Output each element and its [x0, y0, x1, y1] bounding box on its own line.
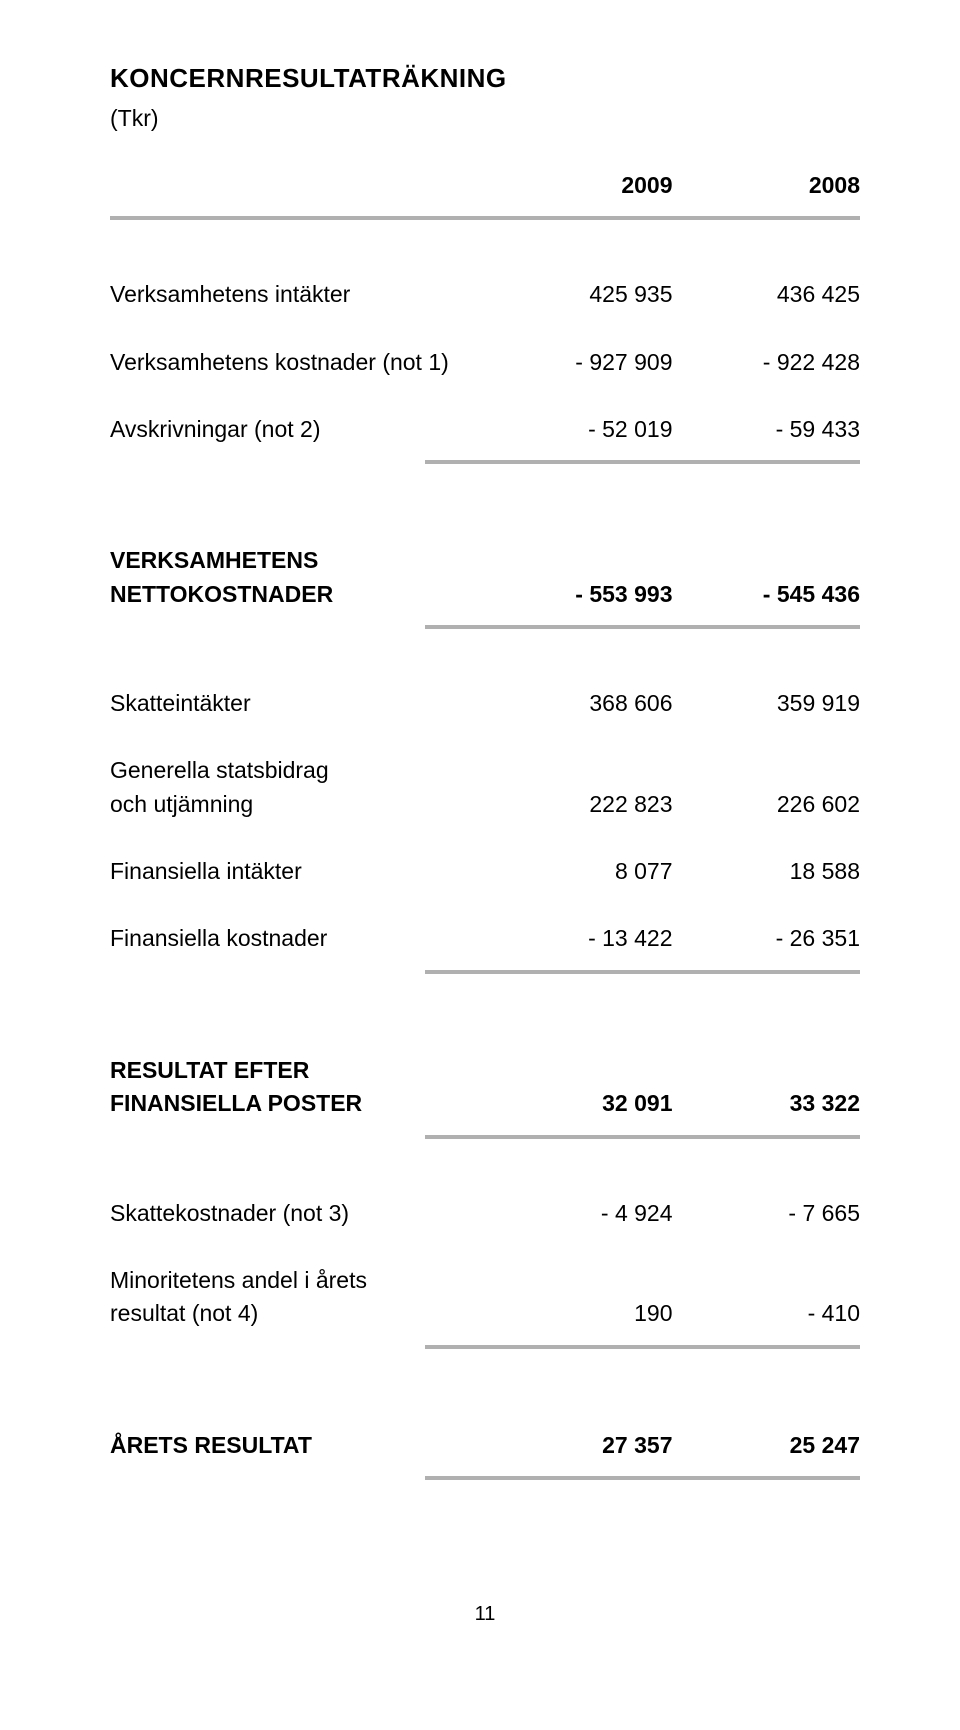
row-skattekost: Skattekostnader (not 3) - 4 924 - 7 665 — [110, 1197, 860, 1230]
row-finint: Finansiella intäkter 8 077 18 588 — [110, 855, 860, 888]
val-1: - 553 993 — [485, 578, 673, 611]
row-finkost: Finansiella kostnader - 13 422 - 26 351 — [110, 922, 860, 955]
year-1: 2009 — [485, 169, 673, 202]
label: VERKSAMHETENS — [110, 544, 485, 577]
val-1: - 4 924 — [485, 1197, 673, 1230]
label: Skattekostnader (not 3) — [110, 1197, 485, 1230]
val-2: - 410 — [673, 1297, 861, 1330]
val-2: 18 588 — [673, 855, 861, 888]
val-2: - 545 436 — [673, 578, 861, 611]
label: ÅRETS RESULTAT — [110, 1429, 485, 1462]
label: Verksamhetens kostnader (not 1) — [110, 346, 485, 379]
row-netto-line1: VERKSAMHETENS — [110, 544, 860, 577]
page-subtitle: (Tkr) — [110, 102, 860, 135]
label: Skatteintäkter — [110, 687, 485, 720]
val-1: 190 — [485, 1297, 673, 1330]
label: NETTOKOSTNADER — [110, 578, 485, 611]
val-2: 226 602 — [673, 788, 861, 821]
val-1: 425 935 — [485, 278, 673, 311]
label: Verksamhetens intäkter — [110, 278, 485, 311]
row-intakter: Verksamhetens intäkter 425 935 436 425 — [110, 278, 860, 311]
label: FINANSIELLA POSTER — [110, 1087, 485, 1120]
val-1: 368 606 — [485, 687, 673, 720]
val-2: 359 919 — [673, 687, 861, 720]
rule-short — [425, 1476, 860, 1480]
row-aret: ÅRETS RESULTAT 27 357 25 247 — [110, 1429, 860, 1462]
row-minoritet-line2: resultat (not 4) 190 - 410 — [110, 1297, 860, 1330]
income-statement-table: 2009 2008 Verksamhetens intäkter 425 935… — [110, 135, 860, 1480]
label: Generella statsbidrag — [110, 754, 485, 787]
val-2: 25 247 — [673, 1429, 861, 1462]
label: resultat (not 4) — [110, 1297, 485, 1330]
val-1: - 52 019 — [485, 413, 673, 446]
val-2: - 59 433 — [673, 413, 861, 446]
row-skatteint: Skatteintäkter 368 606 359 919 — [110, 687, 860, 720]
row-avskriv: Avskrivningar (not 2) - 52 019 - 59 433 — [110, 413, 860, 446]
year-2: 2008 — [673, 169, 861, 202]
val-1: - 13 422 — [485, 922, 673, 955]
row-generella-line1: Generella statsbidrag — [110, 754, 860, 787]
label: Finansiella intäkter — [110, 855, 485, 888]
page-number: 11 — [110, 1600, 860, 1629]
page-title: KONCERNRESULTATRÄKNING — [110, 60, 860, 98]
header-row: 2009 2008 — [110, 169, 860, 202]
val-2: 436 425 — [673, 278, 861, 311]
label: RESULTAT EFTER — [110, 1054, 485, 1087]
row-resultat-line1: RESULTAT EFTER — [110, 1054, 860, 1087]
label: Minoritetens andel i årets — [110, 1264, 485, 1297]
val-1: 222 823 — [485, 788, 673, 821]
row-generella-line2: och utjämning 222 823 226 602 — [110, 788, 860, 821]
val-2: - 7 665 — [673, 1197, 861, 1230]
val-1: 8 077 — [485, 855, 673, 888]
val-1: 32 091 — [485, 1087, 673, 1120]
row-netto-line2: NETTOKOSTNADER - 553 993 - 545 436 — [110, 578, 860, 611]
label: Finansiella kostnader — [110, 922, 485, 955]
val-1: - 927 909 — [485, 346, 673, 379]
row-minoritet-line1: Minoritetens andel i årets — [110, 1264, 860, 1297]
row-resultat-line2: FINANSIELLA POSTER 32 091 33 322 — [110, 1087, 860, 1120]
row-kostnader: Verksamhetens kostnader (not 1) - 927 90… — [110, 346, 860, 379]
val-2: 33 322 — [673, 1087, 861, 1120]
label: och utjämning — [110, 788, 485, 821]
val-2: - 922 428 — [673, 346, 861, 379]
val-1: 27 357 — [485, 1429, 673, 1462]
val-2: - 26 351 — [673, 922, 861, 955]
label: Avskrivningar (not 2) — [110, 413, 485, 446]
